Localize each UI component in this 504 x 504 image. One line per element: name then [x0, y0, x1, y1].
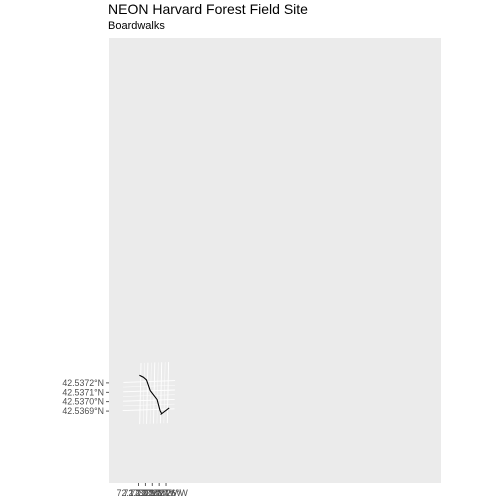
map-title: NEON Harvard Forest Field Site — [108, 1, 308, 17]
y-tick-label: 42.5369°N — [62, 406, 104, 416]
longitude-gridline — [166, 362, 170, 424]
longitude-minor-gridline — [149, 362, 152, 424]
x-axis: 72.1730°W72.1729°W72.1728°W72.1727°W72.1… — [117, 483, 189, 498]
x-tick-label: 72.1727°W — [137, 488, 181, 498]
y-tick-label: 42.5372°N — [62, 378, 104, 388]
x-tick-label: 72.1729°W — [124, 488, 168, 498]
y-tick-label: 42.5370°N — [62, 397, 104, 407]
longitude-gridline — [159, 362, 163, 424]
latitude-minor-gridline — [123, 394, 175, 397]
boardwalk-lines — [139, 374, 170, 415]
boardwalk-main — [139, 374, 163, 414]
boardwalk-branch — [160, 407, 170, 415]
longitude-gridline — [139, 362, 142, 425]
longitude-minor-gridline — [142, 362, 145, 424]
map-panel — [109, 38, 441, 483]
longitude-gridline — [146, 362, 149, 424]
x-tick-label: 72.1726°W — [144, 488, 188, 498]
longitude-minor-gridline — [156, 362, 159, 424]
y-tick-label: 42.5371°N — [62, 387, 104, 397]
graticule — [122, 362, 176, 425]
latitude-gridline — [123, 389, 175, 393]
latitude-minor-gridline — [122, 403, 175, 407]
longitude-gridline — [153, 362, 156, 424]
latitude-gridline — [122, 398, 175, 402]
latitude-gridline — [122, 408, 175, 412]
longitude-minor-gridline — [163, 362, 166, 424]
y-axis: 42.5372°N42.5371°N42.5370°N42.5369°N — [62, 378, 109, 416]
x-tick-label: 72.1728°W — [130, 488, 174, 498]
latitude-gridline — [123, 380, 176, 383]
x-tick-label: 72.1730°W — [117, 488, 161, 498]
map-subtitle: Boardwalks — [108, 20, 165, 32]
